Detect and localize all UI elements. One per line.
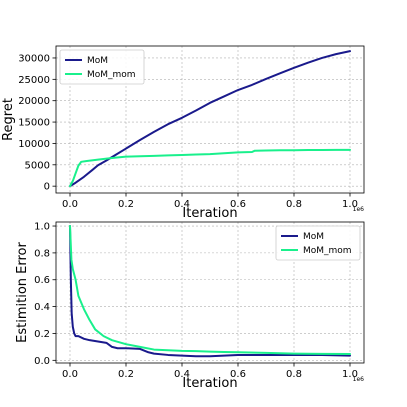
- legend-box: [59, 49, 145, 85]
- legend-box: [275, 225, 361, 261]
- legend: MoM MoM_mom: [59, 49, 145, 85]
- y-tick-label: 5000: [25, 160, 50, 171]
- plot-frame: [55, 45, 365, 194]
- series-line-mom: [69, 50, 351, 188]
- series-line-mom-mom: [69, 148, 351, 188]
- y-tick-label: 0.0: [34, 356, 50, 367]
- legend-label: MoM_mom: [87, 70, 136, 80]
- y-tick-label: 25000: [18, 75, 50, 86]
- x-tick-label: 0.2: [118, 369, 134, 380]
- x-tick-label: 0.4: [174, 199, 190, 210]
- legend-label: MoM: [303, 232, 324, 242]
- y-tick-label: 0.6: [34, 275, 50, 286]
- x-offset-label: 1e6: [353, 376, 365, 383]
- x-tick-label: 0.0: [62, 199, 78, 210]
- chart-panel-2: 0.0 0.2 0.4 0.6 0.8 1.00.00.20.40.60.81.01e6I…: [15, 221, 365, 391]
- x-tick-label: 0.6: [230, 369, 246, 380]
- y-tick-label: 0.2: [34, 329, 50, 340]
- x-tick-label: 1.0: [342, 369, 358, 380]
- x-tick-label: 1.0: [342, 199, 358, 210]
- x-tick-label: 0.8: [286, 199, 302, 210]
- x-tick-label: 0.0: [62, 369, 78, 380]
- x-tick-label: 0.2: [118, 199, 134, 210]
- y-tick-label: 15000: [18, 118, 50, 129]
- chart-panel-1: 0.0 0.2 0.4 0.6 0.8 1.0 0 5000 10000 15000 20000 25…: [1, 45, 365, 221]
- x-tick-label: 0.6: [230, 199, 246, 210]
- y-axis-title: Estimition Error: [15, 242, 30, 343]
- x-axis-title: Iteration: [182, 376, 237, 391]
- series-line-mom: [69, 225, 351, 358]
- y-tick-label: 1.0: [34, 222, 50, 233]
- legend-label: MoM: [87, 56, 108, 66]
- x-tick-label: 0.8: [286, 369, 302, 380]
- y-tick-label: 20000: [18, 96, 50, 107]
- y-axis-title: Regret: [1, 98, 16, 141]
- x-tick-label: 0.4: [174, 369, 190, 380]
- y-tick-label: 10000: [18, 139, 50, 150]
- series-line-mom-mom: [69, 225, 351, 355]
- y-tick-label: 30000: [18, 53, 50, 64]
- legend-label: MoM_mom: [303, 246, 352, 256]
- x-axis-title: Iteration: [182, 206, 237, 221]
- y-tick-label: 0.4: [34, 302, 50, 313]
- y-tick-label: 0.8: [34, 248, 50, 259]
- y-tick-label: 0: [44, 182, 50, 193]
- x-offset-label: 1e6: [353, 206, 365, 213]
- plot-frame: [55, 221, 365, 364]
- legend: MoM MoM_mom: [275, 225, 361, 261]
